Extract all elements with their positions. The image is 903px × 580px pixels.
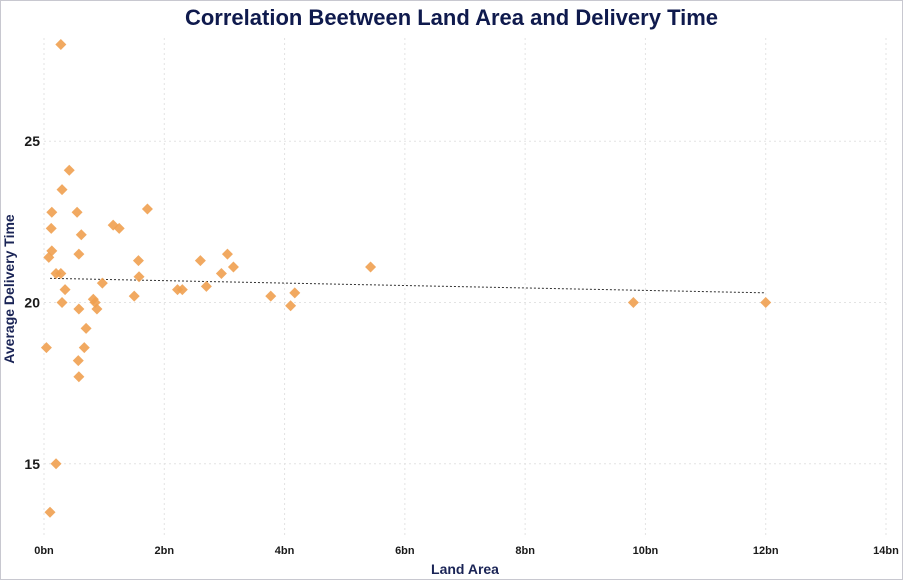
data-point[interactable] [91,303,103,315]
data-point[interactable] [71,206,83,218]
data-point[interactable] [73,371,85,383]
y-axis-ticks: 15 20 25 [24,133,40,472]
trendline [50,277,766,294]
data-point[interactable] [760,297,772,309]
data-point[interactable] [63,164,75,176]
data-point[interactable] [227,261,239,273]
data-point[interactable] [132,255,144,267]
data-point[interactable] [96,277,108,289]
data-point[interactable] [221,248,233,260]
x-tick-label: 6bn [395,545,415,557]
grid-lines [43,38,887,538]
y-tick-label: 20 [24,295,40,311]
x-axis-title: Land Area [431,561,499,577]
data-point[interactable] [78,342,90,354]
data-point[interactable] [365,261,377,273]
x-tick-label: 2bn [155,545,175,557]
data-point[interactable] [176,284,188,296]
x-tick-label: 4bn [275,545,295,557]
data-point[interactable] [40,342,52,354]
data-point[interactable] [43,251,55,263]
data-point[interactable] [200,280,212,292]
data-point[interactable] [627,297,639,309]
x-tick-label: 14bn [873,545,899,557]
data-point[interactable] [72,355,84,367]
y-axis-title: Average Delivery Time [1,214,17,364]
data-point[interactable] [194,255,206,267]
data-point[interactable] [215,267,227,279]
data-point[interactable] [55,38,67,50]
data-point[interactable] [45,222,57,234]
data-point[interactable] [73,303,85,315]
data-point[interactable] [59,284,71,296]
data-point[interactable] [44,506,56,518]
data-point[interactable] [73,248,85,260]
trendline-layer [50,277,766,294]
data-point[interactable] [133,271,145,283]
data-point[interactable] [265,290,277,302]
data-point[interactable] [285,300,297,312]
data-point[interactable] [56,184,68,196]
data-point[interactable] [80,322,92,334]
x-tick-label: 8bn [515,545,535,557]
data-point[interactable] [56,297,68,309]
chart-title: Correlation Beetween Land Area and Deliv… [184,5,719,30]
data-point[interactable] [141,203,153,215]
data-point[interactable] [128,290,140,302]
data-point[interactable] [113,222,125,234]
data-points [40,38,772,518]
x-tick-label: 10bn [633,545,659,557]
data-point[interactable] [50,458,62,470]
y-tick-label: 25 [24,133,40,149]
x-axis-ticks: 0bn 2bn 4bn 6bn 8bn 10bn 12bn 14bn [34,545,899,557]
x-tick-label: 0bn [34,545,54,557]
data-point[interactable] [46,206,58,218]
data-point[interactable] [55,267,67,279]
y-tick-label: 15 [24,456,40,472]
data-point[interactable] [75,229,87,241]
data-point[interactable] [289,287,301,299]
x-tick-label: 12bn [753,545,779,557]
